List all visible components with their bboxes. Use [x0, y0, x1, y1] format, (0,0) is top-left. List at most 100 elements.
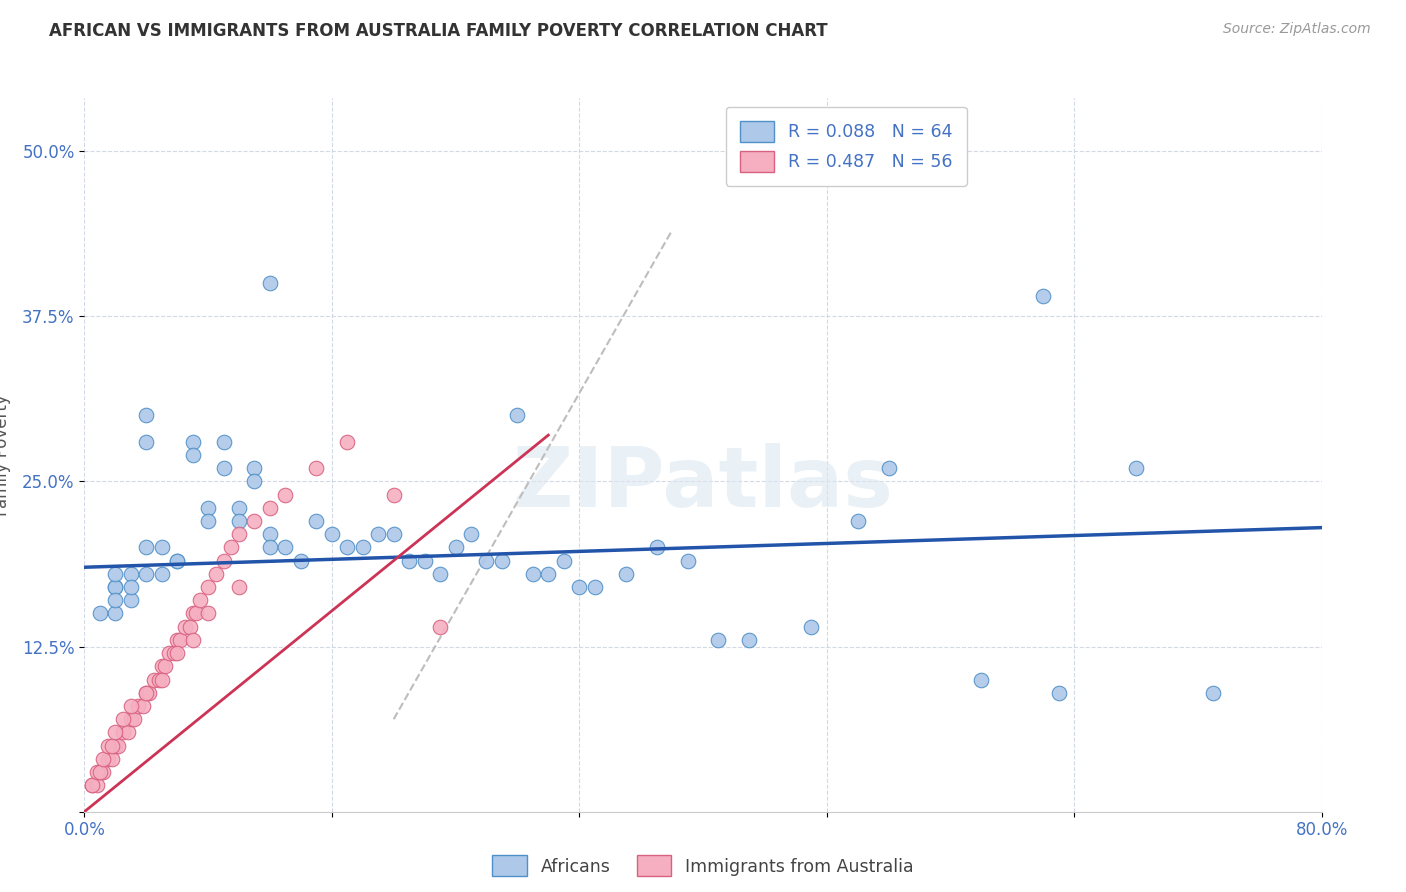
Text: ZIPatlas: ZIPatlas — [513, 443, 893, 524]
Point — [150, 673, 173, 687]
Point — [305, 461, 328, 475]
Point — [197, 514, 219, 528]
Point — [91, 752, 114, 766]
Point — [1125, 461, 1147, 475]
Point — [104, 580, 127, 594]
Point — [101, 752, 124, 766]
Point — [197, 607, 219, 621]
Point — [205, 566, 228, 581]
Point — [274, 541, 297, 555]
Point — [614, 566, 637, 581]
Point — [169, 632, 191, 647]
Point — [143, 673, 166, 687]
Y-axis label: Family Poverty: Family Poverty — [0, 394, 11, 516]
Point — [460, 527, 482, 541]
Text: AFRICAN VS IMMIGRANTS FROM AUSTRALIA FAMILY POVERTY CORRELATION CHART: AFRICAN VS IMMIGRANTS FROM AUSTRALIA FAM… — [49, 22, 828, 40]
Point — [398, 554, 420, 568]
Point — [181, 632, 204, 647]
Point — [184, 607, 207, 621]
Point — [120, 698, 142, 713]
Point — [135, 566, 157, 581]
Point — [82, 778, 104, 792]
Point — [877, 461, 900, 475]
Point — [274, 487, 297, 501]
Point — [120, 593, 142, 607]
Point — [104, 580, 127, 594]
Point — [112, 712, 135, 726]
Point — [89, 765, 111, 780]
Point — [522, 566, 544, 581]
Point — [367, 527, 389, 541]
Point — [212, 461, 235, 475]
Point — [228, 527, 250, 541]
Point — [290, 554, 312, 568]
Point — [166, 554, 188, 568]
Point — [259, 527, 281, 541]
Point — [107, 739, 129, 753]
Legend: R = 0.088   N = 64, R = 0.487   N = 56: R = 0.088 N = 64, R = 0.487 N = 56 — [725, 107, 966, 186]
Point — [336, 541, 359, 555]
Point — [336, 434, 359, 449]
Text: Source: ZipAtlas.com: Source: ZipAtlas.com — [1223, 22, 1371, 37]
Point — [382, 527, 405, 541]
Point — [212, 434, 235, 449]
Point — [135, 434, 157, 449]
Point — [568, 580, 591, 594]
Point — [104, 566, 127, 581]
Point — [444, 541, 467, 555]
Point — [1202, 686, 1225, 700]
Point — [97, 752, 120, 766]
Point — [1032, 289, 1054, 303]
Point — [228, 580, 250, 594]
Point — [243, 475, 266, 489]
Point — [153, 659, 176, 673]
Point — [135, 686, 157, 700]
Point — [120, 566, 142, 581]
Point — [104, 593, 127, 607]
Point — [970, 673, 993, 687]
Point — [645, 541, 668, 555]
Point — [537, 566, 560, 581]
Point — [117, 725, 139, 739]
Point — [846, 514, 869, 528]
Point — [86, 765, 108, 780]
Point — [97, 739, 120, 753]
Point — [221, 541, 243, 555]
Point — [506, 409, 529, 423]
Point — [104, 725, 127, 739]
Point — [800, 620, 823, 634]
Point — [159, 646, 181, 660]
Point — [166, 632, 188, 647]
Point — [135, 541, 157, 555]
Point — [429, 620, 451, 634]
Point — [150, 566, 173, 581]
Point — [738, 632, 761, 647]
Point — [676, 554, 699, 568]
Point — [305, 514, 328, 528]
Point — [104, 739, 127, 753]
Point — [475, 554, 498, 568]
Point — [132, 698, 155, 713]
Point — [352, 541, 374, 555]
Point — [104, 607, 127, 621]
Point — [1047, 686, 1070, 700]
Point — [91, 765, 114, 780]
Point — [491, 554, 513, 568]
Point — [86, 778, 108, 792]
Point — [112, 725, 135, 739]
Point — [174, 620, 197, 634]
Point — [259, 541, 281, 555]
Point — [128, 698, 150, 713]
Point — [243, 461, 266, 475]
Point — [228, 514, 250, 528]
Point — [181, 434, 204, 449]
Point — [707, 632, 730, 647]
Point — [179, 620, 201, 634]
Point — [321, 527, 343, 541]
Point — [138, 686, 160, 700]
Point — [553, 554, 575, 568]
Point — [120, 712, 142, 726]
Point — [135, 409, 157, 423]
Point — [163, 646, 186, 660]
Point — [228, 500, 250, 515]
